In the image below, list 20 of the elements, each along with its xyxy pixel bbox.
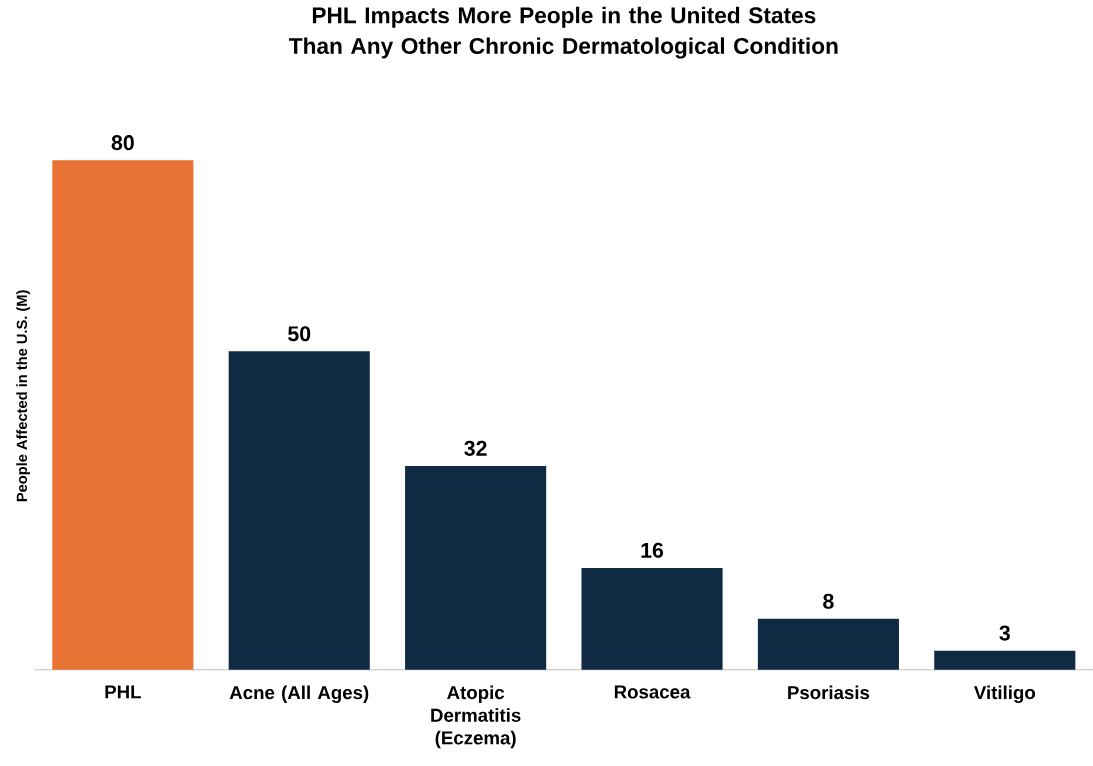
chart-title: PHL Impacts More People in the United States Than Any Other Chronic Dermatological Condition	[289, 6, 838, 59]
y-axis-title: People Affected in the U.S. (M)	[16, 290, 30, 501]
data-label: 32	[464, 440, 487, 456]
bar	[52, 160, 194, 670]
bar	[228, 351, 370, 670]
bar	[934, 650, 1076, 670]
bar	[581, 567, 723, 670]
x-tick-label: Rosacea	[614, 685, 691, 699]
x-tick-label: Atopic Dermatitis (Eczema)	[431, 685, 521, 749]
data-label: 16	[641, 542, 664, 558]
data-label: 80	[111, 134, 134, 150]
bar	[405, 465, 547, 670]
bar	[757, 618, 899, 670]
x-tick-label: Vitiligo	[973, 685, 1036, 703]
data-label: 50	[288, 325, 311, 342]
data-label: 3	[999, 625, 1010, 641]
x-tick-label: Psoriasis	[788, 685, 870, 700]
x-tick-label: Acne (All Ages)	[229, 685, 369, 703]
x-tick-label: PHL	[105, 685, 141, 699]
data-label: 8	[823, 593, 834, 609]
